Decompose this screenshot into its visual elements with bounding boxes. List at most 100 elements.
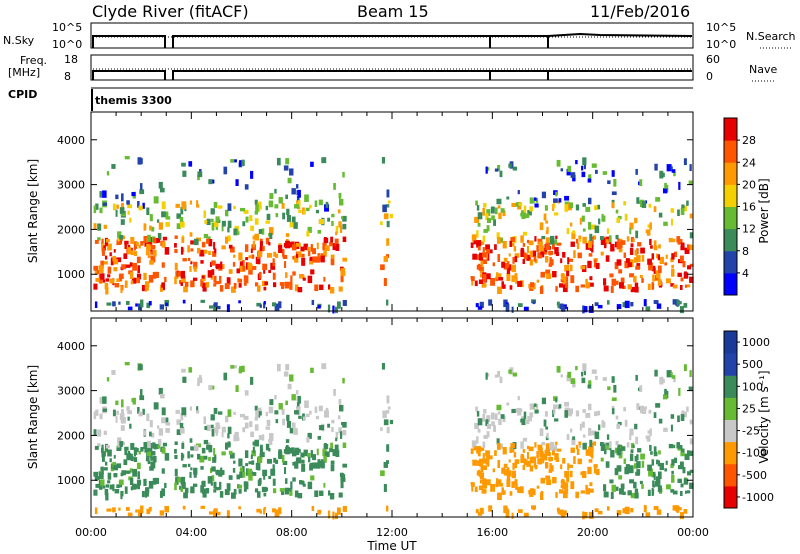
velocity-cell [623, 407, 627, 412]
velocity-cell [673, 457, 678, 464]
power-cell [496, 198, 502, 205]
power-cell [607, 180, 611, 185]
velocity-cell [689, 370, 692, 378]
velocity-cell [686, 450, 690, 456]
velocity-cell [585, 412, 591, 418]
power-cell [670, 283, 675, 287]
velocity-cell [274, 394, 277, 400]
power-cell [645, 306, 651, 312]
power-cell [341, 216, 344, 220]
velocity-cell [268, 406, 274, 414]
power-cell [210, 261, 213, 268]
power-cell [583, 163, 586, 170]
power-cell [492, 262, 496, 267]
power-cell [129, 271, 134, 279]
velocity-cell [515, 483, 518, 490]
velocity-cell [259, 510, 262, 514]
power-cell [284, 281, 289, 289]
velocity-cell [213, 489, 217, 493]
velocity-cell [672, 490, 678, 495]
power-cell [278, 197, 283, 204]
velocity-cell [616, 423, 621, 429]
velocity-cell [279, 488, 285, 492]
power-cell [503, 257, 508, 263]
power-cell [520, 249, 525, 258]
power-cell [535, 198, 539, 203]
velocity-cell [565, 482, 569, 489]
velocity-cell [135, 509, 138, 513]
velocity-cell [523, 459, 528, 466]
velocity-cell [221, 451, 226, 456]
velocity-cell [161, 417, 166, 424]
power-cell [287, 177, 292, 184]
power-cell [219, 285, 224, 292]
velocity-cell [157, 444, 161, 449]
velocity-cell [522, 449, 526, 453]
velocity-cell [252, 446, 255, 454]
velocity-cell [491, 421, 495, 427]
power-cell [582, 305, 585, 314]
velocity-cell [251, 450, 256, 457]
power-cell [213, 303, 218, 311]
power-cell [582, 203, 586, 207]
velocity-cell [603, 491, 609, 498]
velocity-cell [335, 437, 338, 442]
velocity-cell [99, 413, 103, 420]
velocity-cell [549, 441, 555, 450]
velocity-cell [386, 426, 390, 434]
power-cell [380, 264, 385, 271]
velocity-cell [569, 470, 573, 478]
velocity-cell [511, 512, 514, 519]
power-cell [201, 282, 206, 288]
velocity-cell [477, 428, 481, 433]
velocity-cell [252, 472, 257, 476]
velocity-cell [201, 481, 205, 485]
velocity-cell [214, 454, 217, 460]
colorbar-swatch [724, 184, 737, 207]
noise-left-tick-top: 10^5 [52, 21, 82, 34]
x-tick-label: 08:00 [276, 526, 308, 539]
power-cell [562, 251, 566, 258]
velocity-cell [126, 406, 130, 411]
power-cell [219, 275, 222, 284]
velocity-cell [588, 446, 592, 455]
velocity-cell [663, 427, 668, 432]
velocity-cell [127, 416, 130, 421]
velocity-cell [616, 510, 622, 516]
power-cell [224, 283, 230, 290]
velocity-cell [587, 403, 592, 411]
velocity-cell [93, 489, 98, 496]
velocity-cell [161, 468, 165, 474]
power-cell [146, 302, 151, 309]
velocity-cell [147, 461, 151, 465]
velocity-cell [646, 435, 651, 442]
velocity-cell [686, 490, 691, 494]
velocity-cell [270, 468, 276, 476]
velocity-cell [535, 404, 539, 409]
power-cell [635, 168, 638, 175]
colorbar-tick-label: -25 [742, 425, 760, 438]
velocity-cell [208, 511, 214, 515]
velocity-cell [540, 454, 544, 461]
power-cell [523, 253, 528, 260]
power-cell [387, 200, 391, 204]
power-cell [301, 253, 305, 258]
power-cell [203, 282, 209, 288]
power-cell [487, 167, 490, 171]
velocity-cell [503, 469, 509, 476]
velocity-cell [164, 417, 169, 423]
power-cell [200, 279, 203, 287]
power-cell [594, 302, 599, 307]
velocity-cell [242, 427, 246, 433]
power-cell [259, 241, 263, 249]
power-cell [560, 168, 564, 172]
power-cell [594, 225, 600, 234]
power-cell [179, 216, 184, 223]
power-cell [307, 246, 311, 251]
power-cell [120, 212, 126, 217]
velocity-cell [288, 487, 292, 492]
power-cell [643, 299, 647, 307]
power-cell [672, 299, 678, 305]
power-cell [579, 217, 582, 225]
power-cell [104, 282, 109, 290]
